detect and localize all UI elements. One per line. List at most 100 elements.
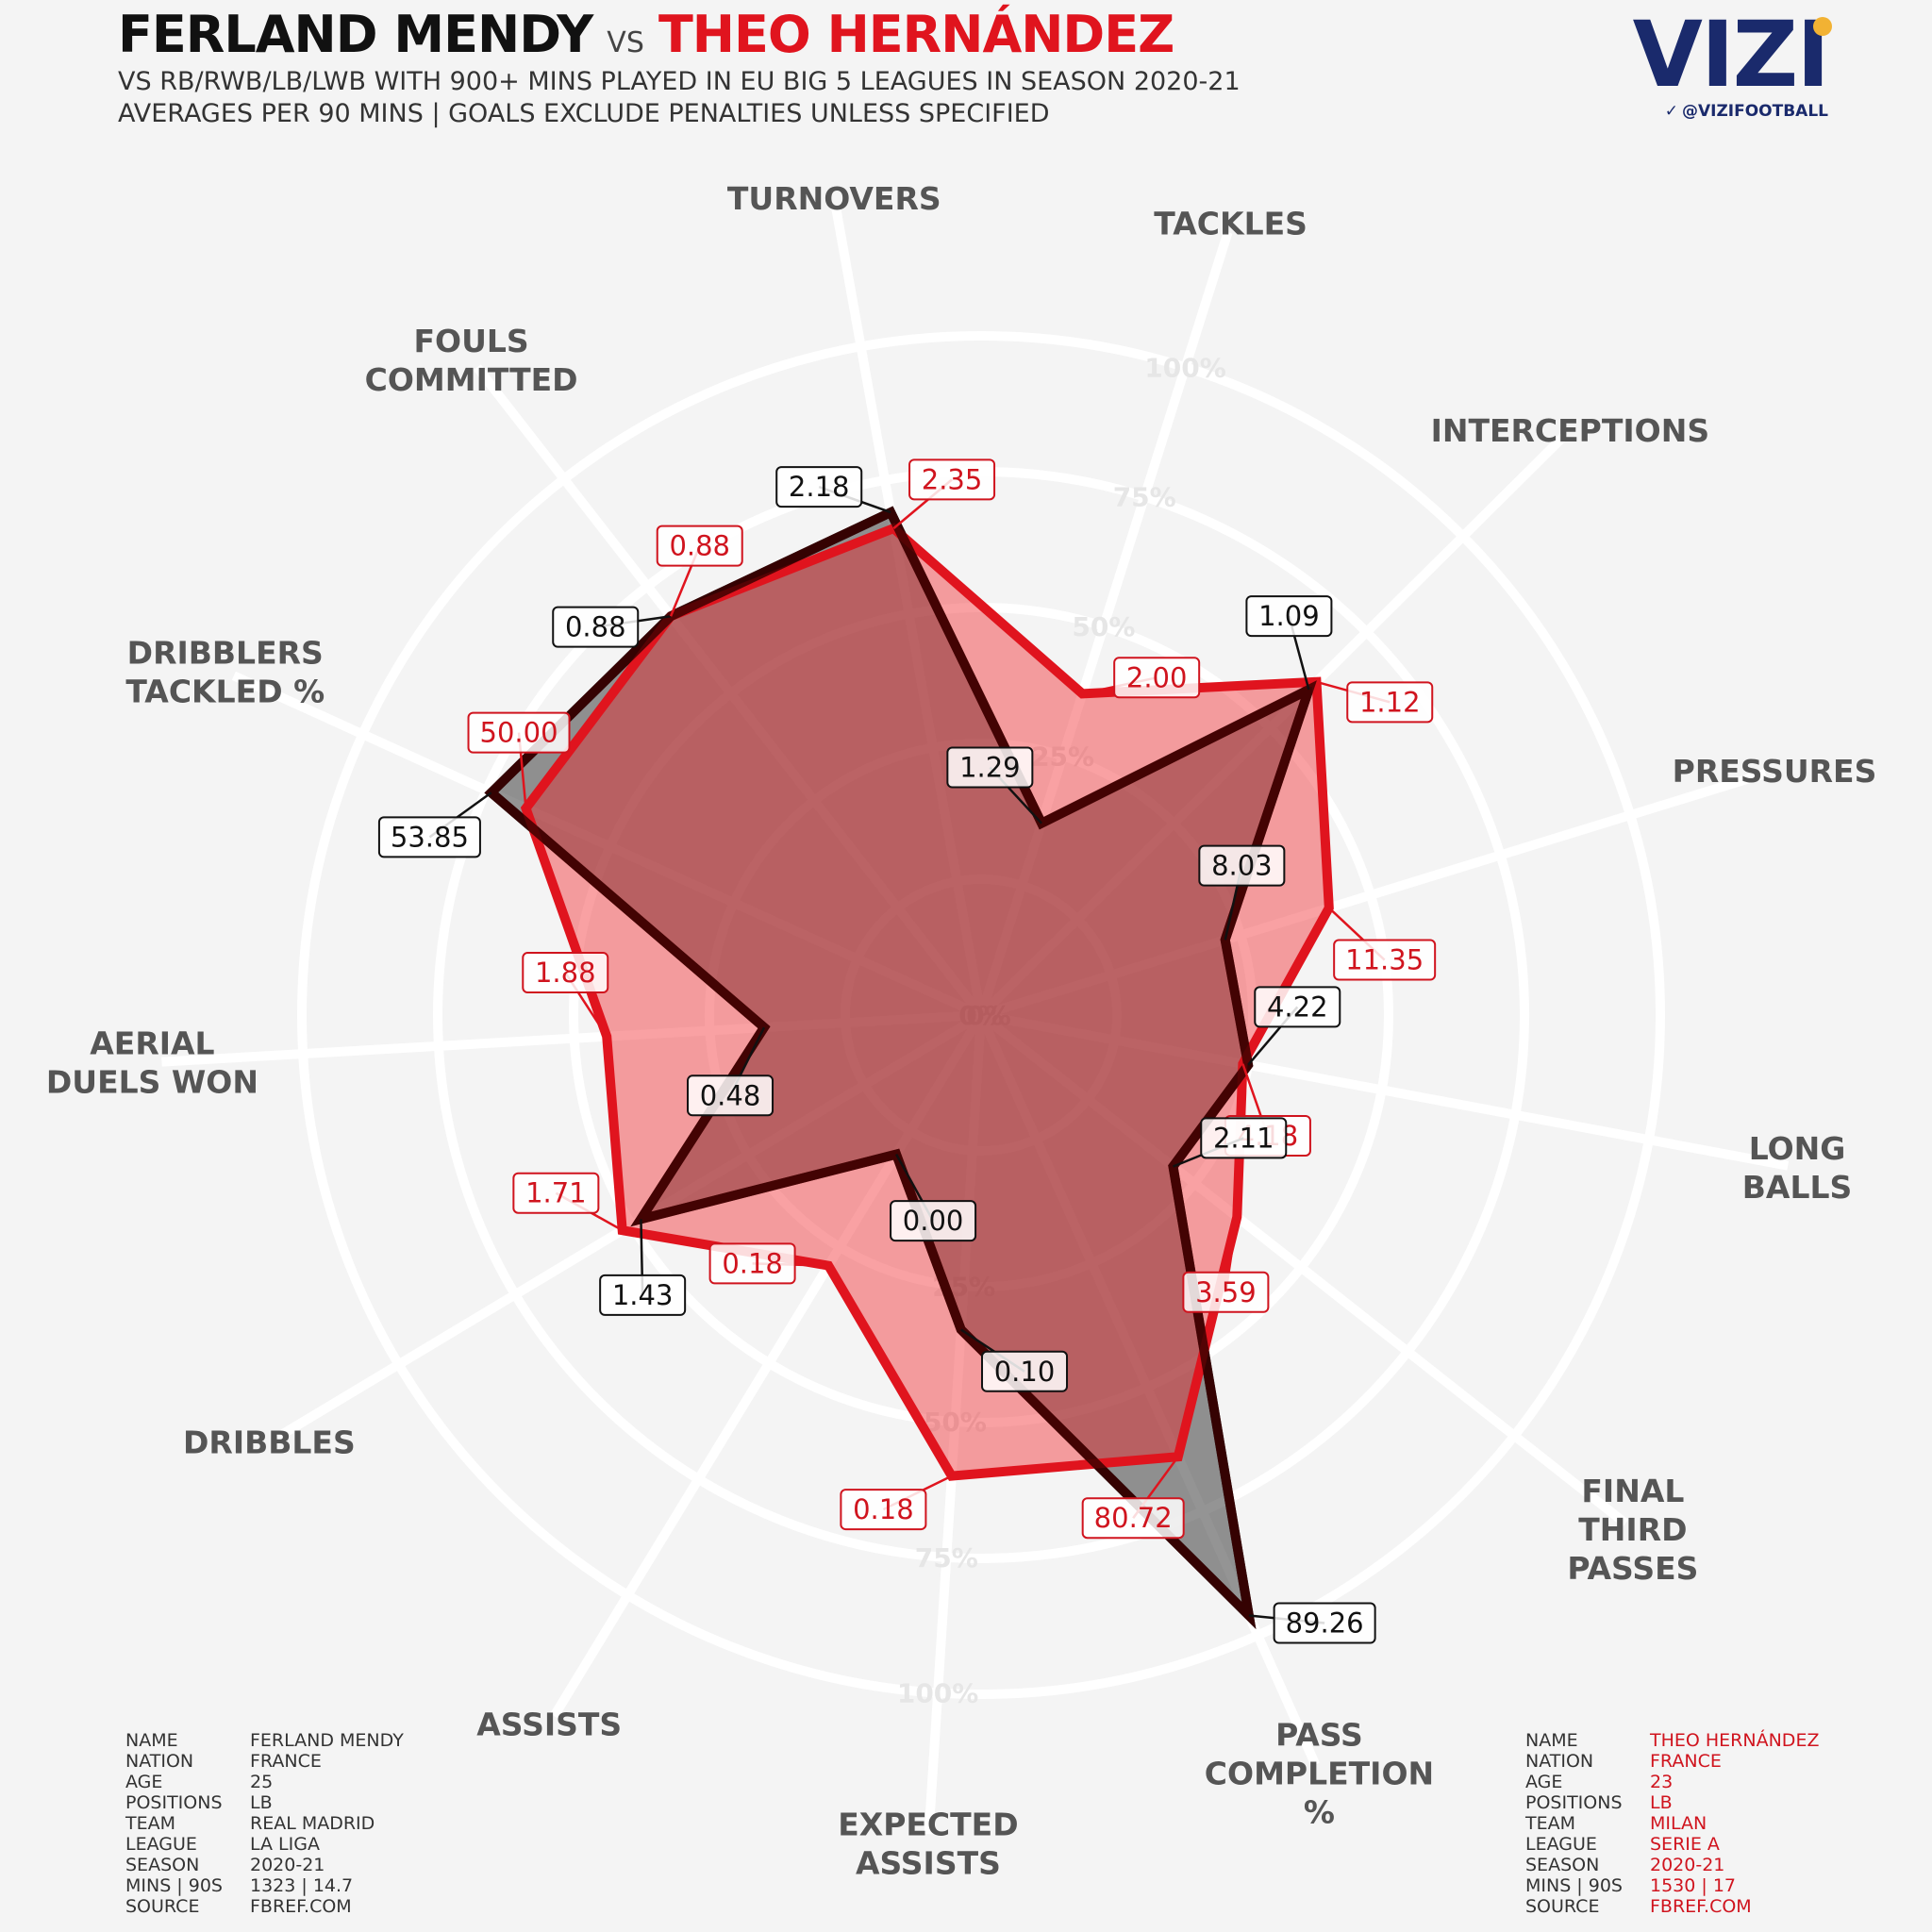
axis-label-line: TURNOVERS <box>727 180 941 217</box>
axis-label-line: AERIAL <box>90 1025 214 1062</box>
twitter-bird-icon: ✓ <box>1664 102 1678 121</box>
player-b-info-key: NATION <box>1525 1751 1594 1772</box>
player-a-info-row: SOURCE FBREF.COM <box>125 1896 404 1917</box>
player-b-value-box <box>1333 939 1437 981</box>
player-a-info-key: SEASON <box>125 1855 200 1875</box>
player-a-name: FERLAND MENDY <box>118 5 593 64</box>
player-a-info-key: POSITIONS <box>125 1792 223 1813</box>
radar-polygons <box>484 506 1334 1630</box>
vs-label: VS <box>607 26 644 59</box>
player-b-info-key: TEAM <box>1525 1813 1576 1834</box>
axis-label-line: ASSISTS <box>476 1707 622 1743</box>
ring-label: 50% <box>1072 611 1135 642</box>
player-b-name: THEO HERNÁNDEZ <box>658 5 1174 64</box>
player-b-value-label: 11.35 <box>1345 944 1424 976</box>
player-b-value-box <box>1113 657 1201 699</box>
vizi-logo: VIZI <box>1633 9 1832 100</box>
player-a-info-row: NATION FRANCE <box>125 1751 404 1772</box>
player-a-info-value: 25 <box>250 1772 274 1792</box>
player-a-value-box <box>775 466 863 508</box>
player-b-info-key: MINS | 90S <box>1525 1875 1623 1896</box>
player-b-value-label: 0.18 <box>853 1493 914 1525</box>
ring-label: 100% <box>897 1678 979 1709</box>
player-a-info-key: AGE <box>125 1772 163 1792</box>
player-a-value-label: 0.88 <box>565 611 626 643</box>
player-a-info-value: FERLAND MENDY <box>250 1730 404 1751</box>
player-a-value-label: 1.29 <box>959 752 1021 784</box>
player-b-value-box <box>908 458 996 501</box>
axis-label-line: TACKLES <box>1154 206 1307 242</box>
player-a-info-row: AGE 25 <box>125 1772 404 1792</box>
axis-label-line: DUELS WON <box>46 1064 258 1101</box>
player-b-info-key: NAME <box>1525 1730 1578 1751</box>
player-a-info-key: TEAM <box>125 1813 176 1834</box>
player-a-info-key: LEAGUE <box>125 1834 197 1855</box>
player-a-value-box <box>890 1200 977 1242</box>
player-a-info-value: LB <box>250 1792 273 1813</box>
player-a-value-box <box>981 1350 1069 1392</box>
axis-label-line: PASS <box>1275 1717 1363 1754</box>
player-a-info-key: MINS | 90S <box>125 1875 223 1896</box>
player-b-info-row: LEAGUE SERIE A <box>1525 1834 1819 1855</box>
axis-label-line: DRIBBLES <box>183 1424 356 1461</box>
player-a-value-label: 53.85 <box>391 821 469 853</box>
player-a-info-key: NATION <box>125 1751 194 1772</box>
axis-label: TURNOVERS <box>727 180 941 217</box>
player-a-value-box <box>377 816 481 858</box>
player-b-info-key: AGE <box>1525 1772 1563 1792</box>
axis-label-line: COMPLETION <box>1205 1756 1434 1792</box>
player-b-info-value: FRANCE <box>1650 1751 1722 1772</box>
axis-label: FOULS COMMITTED <box>365 323 578 398</box>
axis-label-line: FINAL <box>1581 1473 1684 1509</box>
player-b-info-key: LEAGUE <box>1525 1834 1597 1855</box>
player-a-info-row: POSITIONS LB <box>125 1792 404 1813</box>
player-a-value-box <box>1200 1117 1288 1159</box>
axis-label: EXPECTED ASSISTS <box>838 1807 1018 1882</box>
player-a-info-value: LA LIGA <box>250 1834 320 1855</box>
axis-label-line: DRIBBLERS <box>127 635 324 672</box>
player-a-info-value: FBREF.COM <box>250 1896 352 1917</box>
player-b-value-label: 3.59 <box>1195 1276 1257 1308</box>
player-b-info-value: THEO HERNÁNDEZ <box>1650 1730 1820 1751</box>
brand-logo-block: VIZI ✓ @VIZIFOOTBALL <box>1633 9 1832 121</box>
player-a-info-value: REAL MADRID <box>250 1813 375 1834</box>
player-b-info-value: LB <box>1650 1792 1673 1813</box>
player-b-value-label: 2.35 <box>922 463 983 495</box>
player-a-value-label: 0.00 <box>903 1205 964 1237</box>
player-a-value-box <box>946 746 1034 789</box>
player-b-value-label: 1.12 <box>1359 686 1421 718</box>
chart-title: FERLAND MENDY VS THEO HERNÁNDEZ <box>118 9 1241 60</box>
player-b-value-box <box>840 1489 927 1531</box>
player-a-info-value: 2020-21 <box>250 1855 325 1875</box>
player-b-value-label: 80.72 <box>1094 1502 1173 1534</box>
player-b-info-row: NAME THEO HERNÁNDEZ <box>1525 1730 1819 1751</box>
axis-label: AERIAL DUELS WON <box>46 1025 258 1101</box>
axis-label: TACKLES <box>1154 206 1307 242</box>
player-a-value-box <box>1273 1602 1376 1644</box>
player-a-info-value: FRANCE <box>250 1751 322 1772</box>
ring-label: 75% <box>1113 482 1176 513</box>
axis-label: FINAL THIRD PASSES <box>1567 1473 1698 1587</box>
vizi-logo-text: VIZI <box>1632 2 1830 108</box>
axis-label-line: % <box>1304 1794 1335 1831</box>
player-b-info-key: SOURCE <box>1525 1896 1600 1917</box>
player-a-info-row: NAME FERLAND MENDY <box>125 1730 404 1751</box>
player-a-info-row: MINS | 90S 1323 | 14.7 <box>125 1875 404 1896</box>
player-a-value-box <box>1245 595 1333 638</box>
subtitle-line-1: VS RB/RWB/LB/LWB WITH 900+ MINS PLAYED I… <box>118 67 1241 96</box>
player-b-value-label: 0.88 <box>669 530 730 562</box>
radar-value-labels: 1.292.001.091.128.0311.354.224.182.113.5… <box>377 458 1437 1644</box>
axis-label-line: COMMITTED <box>365 361 578 398</box>
player-b-info-value: 23 <box>1650 1772 1674 1792</box>
player-b-value-label: 1.71 <box>525 1177 587 1209</box>
axis-label: INTERCEPTIONS <box>1431 412 1710 449</box>
brand-handle[interactable]: ✓ @VIZIFOOTBALL <box>1633 102 1828 121</box>
player-a-value-label: 2.18 <box>789 471 850 503</box>
player-a-value-box <box>1254 986 1341 1028</box>
player-a-info-key: SOURCE <box>125 1896 200 1917</box>
player-b-info-value: SERIE A <box>1650 1834 1720 1855</box>
axis-label: LONG BALLS <box>1742 1130 1853 1206</box>
subtitle-line-2: AVERAGES PER 90 MINS | GOALS EXCLUDE PEN… <box>118 99 1050 128</box>
axis-label: ASSISTS <box>476 1707 622 1743</box>
player-b-info-key: POSITIONS <box>1525 1792 1623 1813</box>
